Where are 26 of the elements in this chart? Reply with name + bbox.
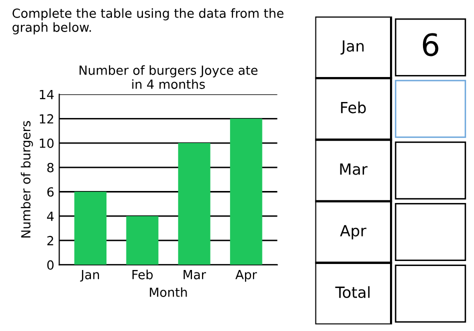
y-tick-label: 10 [40, 138, 54, 148]
category-label: Feb [341, 102, 366, 114]
chart-title: Number of burgers Joyce ate in 4 months [80, 65, 258, 89]
category-label: Apr [340, 225, 366, 240]
y-tick-label: 4 [47, 212, 54, 221]
y-tick-label: 8 [47, 162, 54, 172]
category-label: Jan [340, 40, 364, 55]
x-axis-title: Month [150, 287, 187, 297]
bar [74, 192, 106, 265]
category-label: Mar [340, 164, 368, 175]
x-tick-label: Apr [235, 270, 257, 282]
y-axis-title: Number of burgers [20, 121, 33, 238]
text: 6 [422, 33, 438, 56]
y-tick-label: 14 [40, 90, 54, 100]
bar [230, 118, 262, 265]
y-tick-label: 6 [47, 187, 54, 197]
y-tick-label: 0 [47, 260, 54, 270]
x-tick-label: Feb [132, 270, 153, 280]
y-tick-label: 2 [47, 236, 54, 246]
x-tick-label: Mar [184, 270, 206, 280]
bar [126, 216, 158, 265]
bar [178, 143, 210, 265]
category-label: Total [335, 286, 370, 298]
text: Complete the table using the data from the graph below. [12, 8, 284, 34]
y-tick-label: 12 [40, 114, 54, 124]
x-tick-label: Jan [80, 270, 99, 282]
